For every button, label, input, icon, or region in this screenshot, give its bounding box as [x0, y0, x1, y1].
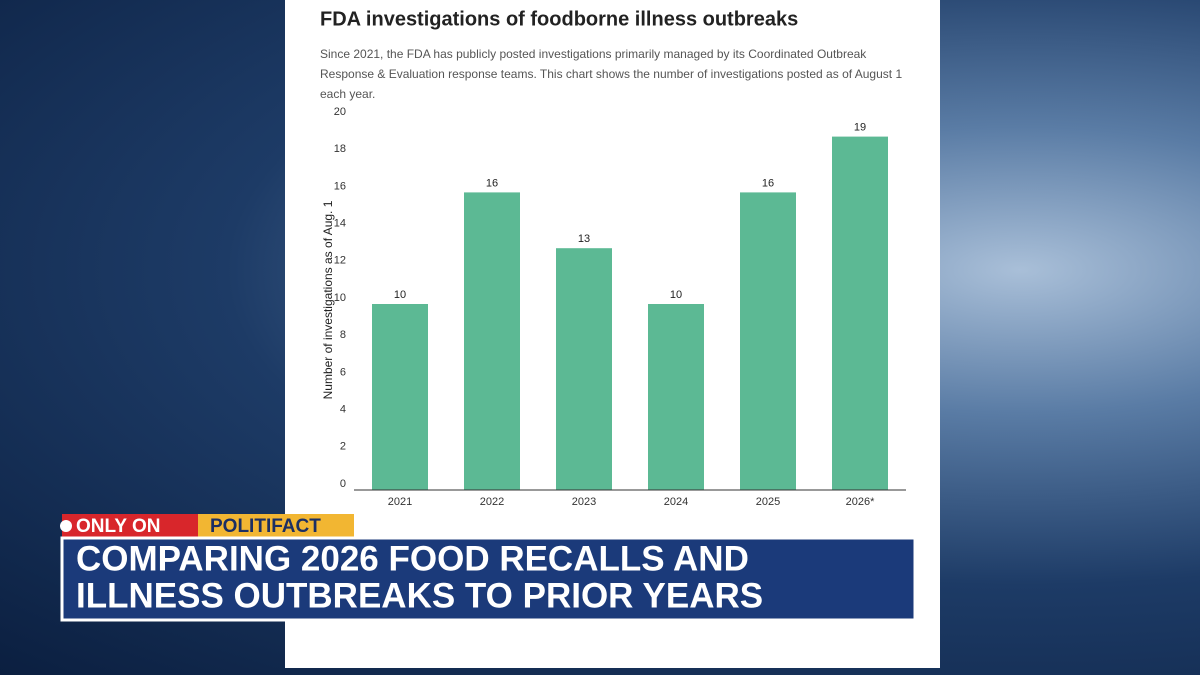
value-label: 16	[762, 177, 774, 189]
x-tick-label: 2024	[664, 496, 688, 508]
y-tick-label: 2	[340, 441, 346, 453]
bar	[372, 304, 428, 490]
value-label: 16	[486, 177, 498, 189]
x-tick-label: 2025	[756, 496, 780, 508]
x-tick-label: 2022	[480, 496, 504, 508]
y-tick-label: 18	[334, 143, 346, 155]
y-axis-label: Number of investigations as of Aug. 1	[321, 200, 335, 399]
y-tick-label: 14	[334, 218, 346, 230]
y-tick-label: 8	[340, 329, 346, 341]
bar	[740, 192, 796, 490]
chart-title: FDA investigations of foodborne illness …	[320, 8, 798, 30]
badge-dot	[60, 520, 72, 532]
headline-line: COMPARING 2026 FOOD RECALLS AND	[76, 539, 749, 578]
y-tick-label: 12	[334, 255, 346, 267]
value-label: 19	[854, 122, 866, 134]
value-label: 13	[578, 233, 590, 245]
bar	[464, 192, 520, 490]
y-tick-label: 10	[334, 292, 346, 304]
bar	[832, 136, 888, 490]
value-label: 10	[670, 289, 682, 301]
brand-text: POLITIFACT	[210, 516, 321, 537]
y-tick-label: 16	[334, 180, 346, 192]
badge-red	[62, 514, 198, 538]
bar	[648, 304, 704, 490]
y-tick-label: 20	[334, 106, 346, 118]
x-tick-label: 2026*	[846, 496, 875, 508]
headline-line: ILLNESS OUTBREAKS TO PRIOR YEARS	[76, 576, 763, 615]
x-tick-label: 2021	[388, 496, 412, 508]
badge-yellow	[198, 514, 354, 538]
x-tick-label: 2023	[572, 496, 596, 508]
y-tick-label: 6	[340, 366, 346, 378]
y-tick-label: 0	[340, 478, 346, 490]
badge-text: ONLY ON	[76, 516, 160, 537]
y-tick-label: 4	[340, 404, 346, 416]
headline-box	[60, 536, 917, 622]
chart-subtitle: Since 2021, the FDA has publicly posted …	[320, 47, 903, 101]
bar	[556, 248, 612, 490]
value-label: 10	[394, 289, 406, 301]
